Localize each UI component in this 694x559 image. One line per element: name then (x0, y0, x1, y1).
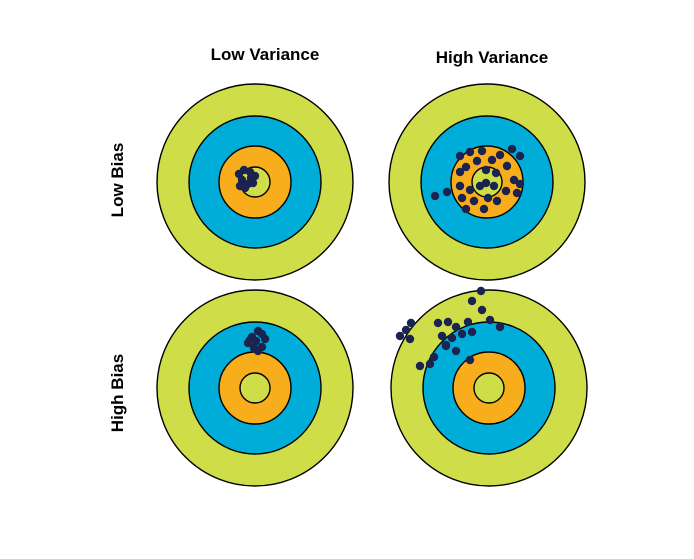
shot-dot (515, 151, 525, 161)
shot-dot (463, 317, 473, 327)
shot-dot (441, 341, 451, 351)
shot-dot (437, 331, 447, 341)
shot-dot (455, 151, 465, 161)
shot-dot (465, 185, 475, 195)
shot-dot (429, 352, 439, 362)
target-low-bias-high-variance (388, 83, 586, 281)
shot-dot (465, 147, 475, 157)
shot-dot (481, 178, 491, 188)
row-label-low-bias: Low Bias (108, 143, 127, 218)
shot-dot (481, 165, 491, 175)
shot-dot (451, 346, 461, 356)
shot-dot (406, 318, 416, 328)
shot-dot (401, 325, 411, 335)
shot-dot (485, 315, 495, 325)
shot-dot (487, 155, 497, 165)
shot-dot (457, 193, 467, 203)
shot-dot (509, 175, 519, 185)
shot-dot (512, 188, 522, 198)
column-label-low-variance: Low Variance (211, 45, 320, 64)
shot-dot (483, 193, 493, 203)
shot-dot (467, 296, 477, 306)
shot-dot (447, 333, 457, 343)
shot-dot (461, 162, 471, 172)
shot-dot (507, 144, 517, 154)
shot-dot (245, 335, 255, 345)
shot-dot (443, 317, 453, 327)
shot-dot (495, 322, 505, 332)
shot-dot (477, 305, 487, 315)
target-bullseye (239, 372, 271, 404)
target-high-bias-low-variance (156, 289, 354, 487)
target-high-bias-high-variance (390, 286, 588, 487)
shot-dot (491, 168, 501, 178)
shot-dot (501, 186, 511, 196)
row-label-high-bias: High Bias (108, 354, 127, 432)
targets (156, 83, 588, 487)
shot-dot (455, 167, 465, 177)
shot-dot (430, 191, 440, 201)
shot-dot (467, 327, 477, 337)
shot-dot (395, 331, 405, 341)
column-label-high-variance: High Variance (436, 48, 548, 67)
shot-dot (455, 181, 465, 191)
shot-dot (489, 181, 499, 191)
shot-dot (451, 322, 461, 332)
shot-dot (425, 359, 435, 369)
shot-dot (472, 156, 482, 166)
shot-dot (461, 204, 471, 214)
target-bullseye (473, 372, 505, 404)
shot-dot (477, 146, 487, 156)
shot-dot (260, 334, 270, 344)
shot-dot (495, 150, 505, 160)
shot-dot (502, 161, 512, 171)
shot-dot (476, 286, 486, 296)
target-low-bias-low-variance (156, 83, 354, 281)
shot-dot (479, 204, 489, 214)
shot-dot (469, 196, 479, 206)
shot-dot (492, 196, 502, 206)
shot-dot (415, 361, 425, 371)
shot-dot (246, 173, 256, 183)
shot-dot (253, 346, 263, 356)
shot-dot (405, 334, 415, 344)
shot-dot (515, 179, 525, 189)
shot-dot (433, 318, 443, 328)
shot-dot (235, 181, 245, 191)
shot-dot (442, 187, 452, 197)
shot-dot (457, 329, 467, 339)
shot-dot (465, 355, 475, 365)
